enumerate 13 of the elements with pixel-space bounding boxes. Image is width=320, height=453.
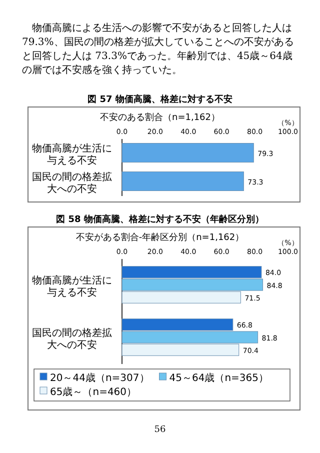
- y-tick-label: 国民の間の格差拡大への不安: [32, 170, 112, 195]
- chart-title: 図 58 物価高騰、格差に対する不安（年齢区分別）: [56, 214, 264, 225]
- text: 物価高騰による生活への影響で不安があると回答した人は 79.3%、国民の間の格差が拡大していることへの不安があると回答した人は 73.3%であった。年齢別では、45歳～64歳の層では不安感を強く持っていた。: [22, 22, 295, 78]
- legend-label: 20～44歳（n=307）: [50, 372, 150, 384]
- y-tick-label: 物価高騰が生活に与える不安: [32, 274, 112, 298]
- y-tick-label: 物価高騰が生活に与える不安: [32, 142, 112, 166]
- legend-label: 65歳～（n=460）: [50, 386, 137, 398]
- legend-label: 45～64歳（n=365）: [169, 372, 269, 384]
- chart-subtitle: 不安のある割合（n=1,162）: [100, 112, 220, 123]
- y-tick-label: 国民の間の格差拡大への不安: [32, 326, 112, 351]
- text: 56: [153, 425, 167, 435]
- chart-subtitle: 不安がある割合‐年齢区分別（n=1,162）: [76, 232, 244, 243]
- chart-title: 図 57 物価高騰、格差に対する不安: [88, 94, 232, 105]
